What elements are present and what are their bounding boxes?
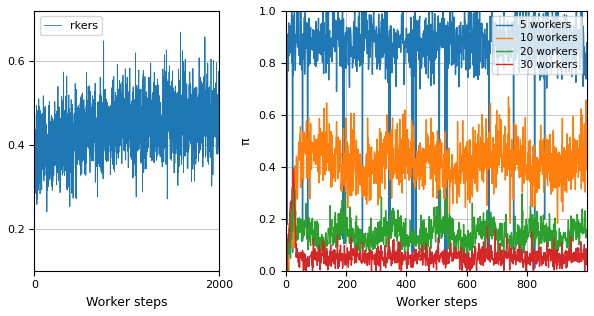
- 5 workers: [415, 58, 422, 62]
- 20 workers: [523, 217, 530, 221]
- 5 workers: [489, 17, 497, 21]
- 10 workers: [505, 95, 512, 99]
- 20 workers: [517, 228, 525, 232]
- 20 workers: [583, 231, 590, 234]
- 5 workers: [517, 44, 525, 47]
- 5 workers: [314, 38, 321, 41]
- 5 workers: [523, 41, 530, 45]
- 5 workers: [583, 41, 590, 45]
- Line: 20 workers: 20 workers: [286, 183, 587, 271]
- 30 workers: [583, 250, 590, 253]
- 30 workers: [523, 261, 530, 264]
- 20 workers: [314, 219, 321, 223]
- 10 workers: [282, 269, 289, 273]
- 30 workers: [290, 167, 297, 171]
- 10 workers: [517, 174, 525, 178]
- 20 workers: [489, 222, 497, 225]
- Line: 10 workers: 10 workers: [286, 97, 587, 271]
- 10 workers: [523, 171, 530, 174]
- 10 workers: [583, 138, 590, 142]
- 30 workers: [517, 255, 525, 259]
- 20 workers: [290, 181, 298, 185]
- 5 workers: [405, 43, 412, 46]
- 20 workers: [415, 247, 422, 251]
- 5 workers: [282, 269, 289, 273]
- 20 workers: [282, 269, 289, 273]
- 10 workers: [404, 142, 411, 146]
- Line: 30 workers: 30 workers: [286, 169, 587, 271]
- 10 workers: [489, 180, 496, 184]
- 20 workers: [405, 234, 412, 238]
- X-axis label: Worker steps: Worker steps: [396, 296, 477, 309]
- 30 workers: [405, 250, 412, 253]
- 30 workers: [415, 249, 422, 253]
- 10 workers: [313, 147, 320, 151]
- Legend: rkers: rkers: [40, 16, 102, 35]
- Line: 5 workers: 5 workers: [286, 11, 587, 271]
- 30 workers: [489, 257, 497, 261]
- 30 workers: [282, 269, 289, 273]
- Legend: 5 workers, 10 workers, 20 workers, 30 workers: 5 workers, 10 workers, 20 workers, 30 wo…: [492, 16, 582, 74]
- 10 workers: [415, 161, 422, 164]
- 5 workers: [291, 9, 298, 13]
- Y-axis label: π: π: [240, 137, 253, 145]
- X-axis label: Worker steps: Worker steps: [86, 296, 168, 309]
- 30 workers: [314, 257, 321, 261]
